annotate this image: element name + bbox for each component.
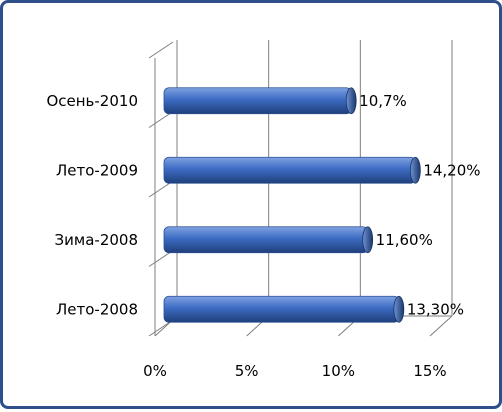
grid-lines <box>154 40 453 337</box>
bar-2 <box>163 226 369 254</box>
bars <box>163 87 421 323</box>
category-separator-2 <box>148 180 174 198</box>
category-separator-0 <box>148 41 174 59</box>
x-tick-labels: 0% 5% 10% 15% <box>143 362 447 380</box>
category-label-3: Лето-2008 <box>56 300 138 318</box>
bar-3 <box>163 295 400 323</box>
x-tick-label-0: 0% <box>143 362 167 380</box>
bar-chart: Осень-2010 Лето-2009 Зима-2008 Лето-2008 10… <box>46 40 481 380</box>
category-labels: Осень-2010 Лето-2009 Зима-2008 Лето-2008 <box>46 92 138 319</box>
value-label-0: 10,7% <box>359 92 407 110</box>
bar-end-cap-0 <box>345 87 357 115</box>
category-label-0: Осень-2010 <box>46 92 138 110</box>
bar-end-cap-3 <box>393 295 405 323</box>
x-tick-label-1: 5% <box>235 362 259 380</box>
value-label-2: 11,60% <box>376 231 433 249</box>
x-tick-label-2: 10% <box>322 362 355 380</box>
floor-line-3 <box>429 315 453 337</box>
category-label-2: Зима-2008 <box>55 231 138 249</box>
value-label-1: 14,20% <box>423 161 480 179</box>
category-separator-1 <box>148 111 174 128</box>
bar-0 <box>163 87 352 115</box>
bar-end-cap-1 <box>409 156 421 184</box>
bar-end-cap-2 <box>362 226 374 254</box>
value-label-3: 13,30% <box>407 300 464 318</box>
x-tick-label-3: 15% <box>413 362 446 380</box>
category-separator-4 <box>148 319 174 337</box>
category-label-1: Лето-2009 <box>56 161 138 179</box>
bar-1 <box>163 156 416 184</box>
value-labels: 10,7% 14,20% 11,60% 13,30% <box>359 92 480 319</box>
category-separator-3 <box>148 250 174 267</box>
axes <box>148 40 452 337</box>
